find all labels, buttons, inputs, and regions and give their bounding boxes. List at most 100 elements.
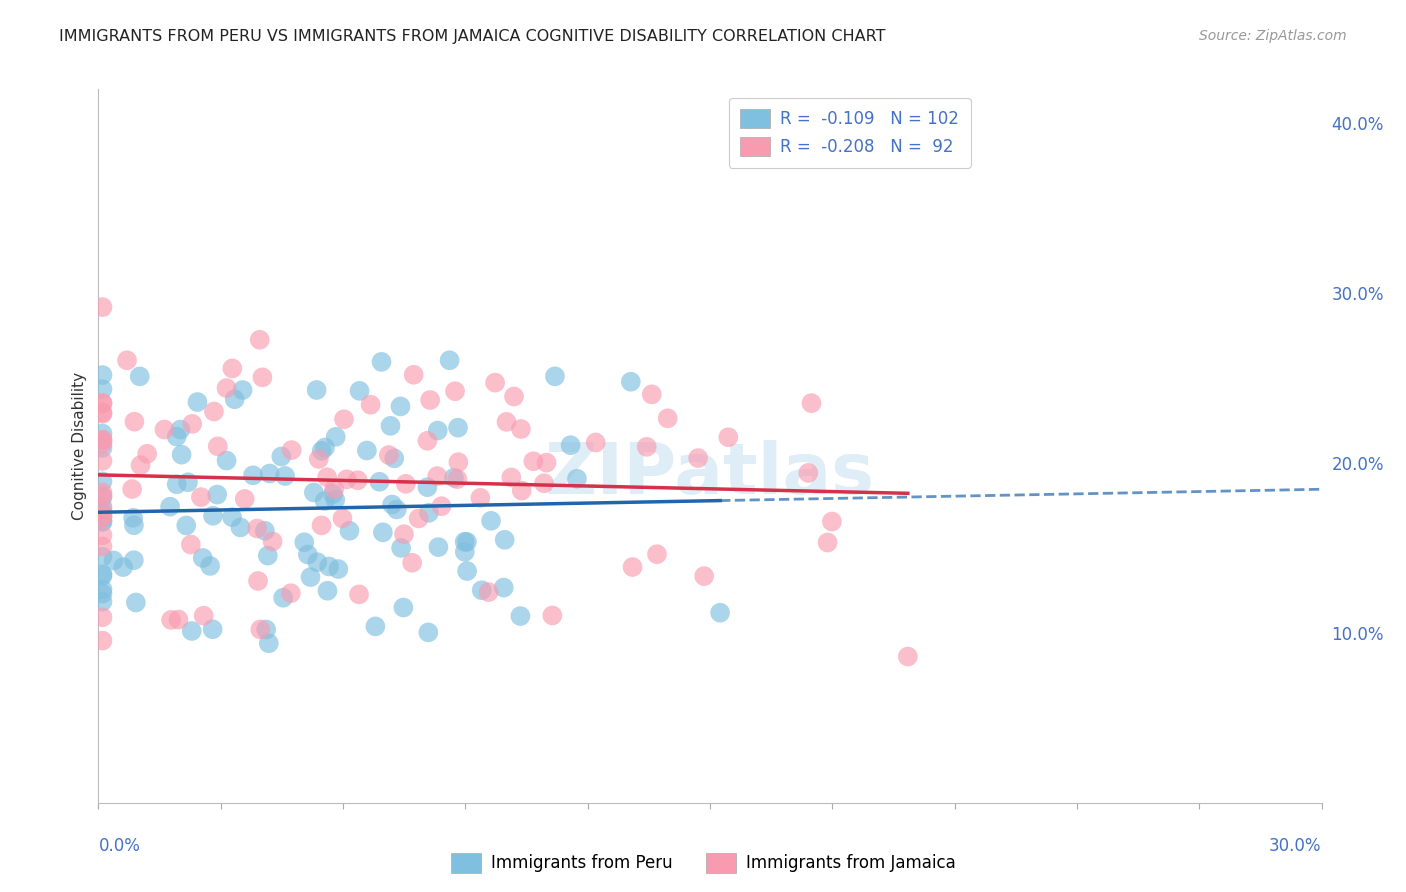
- Point: [426, 469, 449, 483]
- Point: [91, 433, 114, 447]
- Point: [316, 583, 339, 598]
- Point: [91, 490, 114, 504]
- Point: [565, 472, 588, 486]
- Point: [800, 396, 823, 410]
- Point: [215, 381, 238, 395]
- Point: [509, 609, 531, 624]
- Point: [453, 534, 475, 549]
- Point: [91, 489, 114, 503]
- Point: [456, 534, 478, 549]
- Point: [419, 392, 441, 407]
- Text: 30.0%: 30.0%: [1270, 837, 1322, 855]
- Point: [328, 562, 350, 576]
- Point: [389, 541, 412, 555]
- Point: [688, 451, 710, 466]
- Point: [91, 426, 114, 441]
- Point: [91, 407, 114, 421]
- Point: [159, 500, 181, 514]
- Point: [122, 518, 145, 533]
- Point: [308, 452, 330, 467]
- Point: [371, 525, 394, 540]
- Point: [370, 355, 392, 369]
- Point: [136, 447, 159, 461]
- Point: [201, 622, 224, 636]
- Point: [221, 510, 243, 524]
- Point: [91, 500, 114, 514]
- Point: [709, 606, 731, 620]
- Point: [316, 470, 339, 484]
- Point: [91, 515, 114, 529]
- Point: [471, 583, 494, 598]
- Point: [322, 487, 344, 501]
- Point: [336, 472, 359, 486]
- Point: [201, 508, 224, 523]
- Point: [91, 436, 114, 450]
- Point: [693, 569, 716, 583]
- Point: [91, 475, 114, 489]
- Point: [259, 467, 281, 481]
- Point: [221, 361, 243, 376]
- Point: [169, 423, 191, 437]
- Point: [477, 585, 499, 599]
- Point: [91, 433, 114, 447]
- Point: [91, 549, 114, 564]
- Point: [378, 448, 401, 462]
- Point: [447, 455, 470, 469]
- Point: [364, 619, 387, 633]
- Point: [257, 636, 280, 650]
- Point: [501, 470, 523, 484]
- Point: [91, 441, 114, 455]
- Point: [318, 559, 340, 574]
- Point: [299, 570, 322, 584]
- Point: [821, 515, 844, 529]
- Point: [416, 434, 439, 448]
- Point: [797, 466, 820, 480]
- Point: [332, 511, 354, 525]
- Point: [408, 511, 430, 525]
- Point: [190, 490, 212, 504]
- Point: [305, 383, 328, 397]
- Point: [454, 545, 477, 559]
- Point: [470, 491, 492, 505]
- Point: [323, 482, 346, 496]
- Point: [402, 368, 425, 382]
- Point: [447, 420, 470, 434]
- Point: [510, 483, 533, 498]
- Y-axis label: Cognitive Disability: Cognitive Disability: [72, 372, 87, 520]
- Point: [249, 623, 271, 637]
- Point: [91, 368, 114, 382]
- Legend: Immigrants from Peru, Immigrants from Jamaica: Immigrants from Peru, Immigrants from Ja…: [444, 847, 962, 880]
- Point: [446, 472, 468, 486]
- Point: [347, 587, 370, 601]
- Point: [153, 423, 176, 437]
- Point: [314, 494, 336, 508]
- Point: [314, 441, 336, 455]
- Point: [302, 485, 325, 500]
- Point: [645, 547, 668, 561]
- Point: [177, 475, 200, 490]
- Point: [657, 411, 679, 425]
- Point: [91, 382, 114, 396]
- Point: [166, 477, 188, 491]
- Point: [585, 435, 607, 450]
- Point: [121, 482, 143, 496]
- Point: [385, 502, 408, 516]
- Point: [560, 438, 582, 452]
- Point: [392, 600, 415, 615]
- Point: [91, 567, 114, 582]
- Point: [392, 527, 415, 541]
- Point: [717, 430, 740, 444]
- Point: [356, 443, 378, 458]
- Point: [443, 471, 465, 485]
- Point: [198, 558, 221, 573]
- Point: [191, 550, 214, 565]
- Point: [274, 469, 297, 483]
- Point: [641, 387, 664, 401]
- Point: [91, 595, 114, 609]
- Point: [91, 396, 114, 410]
- Point: [193, 608, 215, 623]
- Point: [270, 450, 292, 464]
- Point: [160, 613, 183, 627]
- Point: [170, 448, 193, 462]
- Point: [91, 405, 114, 419]
